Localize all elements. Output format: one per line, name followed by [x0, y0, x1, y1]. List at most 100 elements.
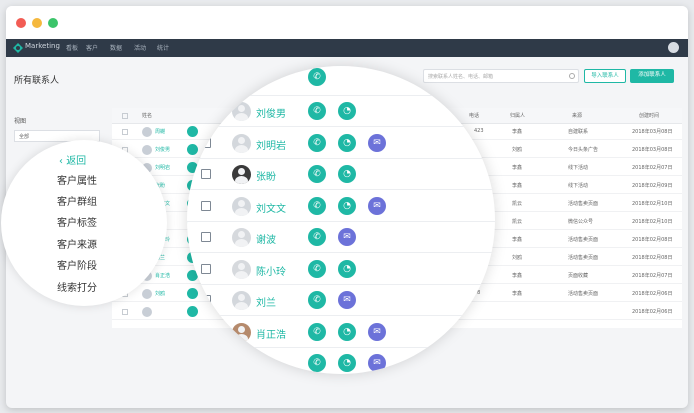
contact-name[interactable]: 刘俊男: [256, 109, 286, 120]
mail-icon[interactable]: ✉: [338, 291, 356, 309]
wechat-icon[interactable]: ◔: [338, 259, 356, 278]
mail-icon[interactable]: ✉: [338, 228, 356, 246]
row-checkbox[interactable]: [201, 263, 211, 274]
close-window-button[interactable]: [16, 18, 26, 28]
phone-icon[interactable]: [187, 270, 198, 281]
contact-name[interactable]: 刘鸥: [155, 291, 166, 297]
contact-row[interactable]: 刘兰 ✆ ✉: [187, 285, 495, 316]
wechat-icon[interactable]: ◔: [338, 102, 356, 120]
row-checkbox[interactable]: [201, 106, 211, 116]
phone-icon[interactable]: ✆: [308, 68, 326, 86]
phone-icon[interactable]: ✆: [308, 354, 326, 372]
contact-name[interactable]: 张盼: [155, 183, 166, 189]
menu-item-sources[interactable]: 客户来源: [57, 240, 97, 251]
row-checkbox[interactable]: [201, 169, 211, 179]
contact-name[interactable]: 刘明岩: [256, 140, 286, 152]
phone-icon[interactable]: [187, 288, 198, 299]
header-phone[interactable]: 电话: [469, 113, 480, 119]
wechat-icon[interactable]: ◔: [338, 322, 356, 341]
nav-item-stats[interactable]: 统计: [157, 45, 170, 52]
nav-item-customers[interactable]: 客户: [86, 45, 99, 52]
contact-name[interactable]: 刘文文: [256, 203, 286, 215]
add-contact-button[interactable]: 添加联系人: [630, 69, 674, 83]
select-all-checkbox[interactable]: [122, 113, 128, 119]
wechat-icon[interactable]: ◔: [338, 196, 356, 215]
menu-item-stages[interactable]: 客户阶段: [57, 261, 97, 272]
row-checkbox[interactable]: [201, 200, 211, 211]
phone-icon[interactable]: ✆: [308, 322, 326, 341]
contact-name[interactable]: 陈小玲: [256, 266, 286, 278]
row-checkbox[interactable]: [201, 137, 211, 148]
app-switcher[interactable]: Marketing: [25, 42, 60, 50]
contact-row[interactable]: 谢波 ✆ ✉: [187, 222, 495, 253]
back-link[interactable]: ‹ 返回: [59, 156, 87, 167]
maximize-window-button[interactable]: [48, 18, 58, 28]
phone-icon[interactable]: [187, 162, 198, 173]
menu-item-lead-scoring[interactable]: 线索打分: [57, 283, 97, 294]
mail-icon[interactable]: ✉: [368, 196, 386, 215]
contact-name[interactable]: 刘俊男: [155, 147, 171, 153]
phone-icon[interactable]: [187, 126, 198, 137]
import-contacts-button[interactable]: 导入联系人: [584, 69, 626, 83]
contact-row[interactable]: 刘文文 ✆ ◔ ✉: [187, 191, 495, 222]
contact-row[interactable]: 刘俊男 ✆ ◔: [187, 96, 495, 127]
phone-icon[interactable]: ✆: [308, 133, 326, 152]
contact-row[interactable]: 肖正浩 ✆ ◔ ✉: [187, 317, 495, 348]
contact-name[interactable]: 刘兰: [256, 298, 276, 309]
mail-icon[interactable]: ✉: [368, 354, 386, 372]
phone-icon[interactable]: ✆: [308, 291, 326, 309]
avatar: [232, 291, 251, 310]
contact-name[interactable]: 肖正浩: [155, 273, 171, 279]
avatar-body: [235, 302, 248, 310]
phone-icon[interactable]: [187, 144, 198, 155]
mail-icon[interactable]: ✉: [368, 322, 386, 341]
cell-time: 2018年02月09日: [632, 183, 673, 189]
header-owner[interactable]: 归属人: [510, 113, 526, 119]
cell-time: 2018年02月08日: [632, 237, 673, 243]
contact-name[interactable]: 张盼: [256, 172, 276, 183]
row-checkbox[interactable]: [201, 295, 211, 305]
page-title: 所有联系人: [14, 76, 60, 86]
phone-icon[interactable]: ✆: [308, 259, 326, 278]
minimize-window-button[interactable]: [32, 18, 42, 28]
menu-item-tags[interactable]: 客户标签: [57, 218, 97, 229]
header-name[interactable]: 姓名: [142, 113, 153, 119]
menu-item-groups[interactable]: 客户群组: [57, 197, 97, 208]
contact-name[interactable]: 谢波: [256, 235, 276, 246]
contact-name[interactable]: 肖正浩: [256, 329, 286, 341]
contact-row[interactable]: 刘明岩 ✆ ◔ ✉: [187, 128, 495, 159]
contact-name[interactable]: 刘明岩: [155, 165, 171, 171]
phone-icon[interactable]: ✆: [308, 228, 326, 246]
cell-time: 2018年02月08日: [632, 255, 673, 261]
header-created[interactable]: 创建时间: [639, 113, 660, 119]
view-select[interactable]: 全部: [14, 130, 100, 142]
mail-icon[interactable]: ✉: [368, 133, 386, 152]
menu-item-attributes[interactable]: 客户属性: [57, 176, 97, 187]
row-checkbox[interactable]: [201, 232, 211, 242]
row-checkbox[interactable]: [122, 309, 128, 315]
row-checkbox[interactable]: [201, 326, 211, 337]
nav-item-data[interactable]: 数据: [110, 45, 123, 52]
wechat-icon[interactable]: ◔: [338, 354, 356, 372]
contact-row[interactable]: 陈小玲 ✆ ◔: [187, 254, 495, 285]
header-source[interactable]: 来源: [572, 113, 583, 119]
phone-icon[interactable]: [187, 306, 198, 317]
wechat-icon[interactable]: ◔: [338, 165, 356, 183]
search-input[interactable]: 搜索联系人姓名、电话、邮箱: [423, 69, 579, 83]
contact-name[interactable]: 周樾: [155, 129, 166, 135]
settings-menu-magnifier: ‹ 返回 客户属性 客户群组 客户标签 客户来源 客户阶段 线索打分: [1, 140, 167, 306]
search-icon[interactable]: [569, 73, 575, 79]
contact-row[interactable]: 张盼 ✆ ◔: [187, 159, 495, 190]
phone-icon[interactable]: ✆: [308, 102, 326, 120]
nav-item-campaigns[interactable]: 活动: [134, 45, 147, 52]
user-avatar[interactable]: [668, 42, 679, 53]
wechat-icon[interactable]: ◔: [338, 133, 356, 152]
contact-name[interactable]: 刘兰: [155, 255, 166, 261]
phone-icon[interactable]: ✆: [308, 165, 326, 183]
contact-row[interactable]: ✆ ◔ ✉: [187, 348, 495, 374]
phone-icon[interactable]: ✆: [308, 196, 326, 215]
nav-item-dashboard[interactable]: 看板: [66, 45, 79, 52]
avatar-head: [238, 168, 245, 175]
row-checkbox[interactable]: [201, 358, 211, 368]
row-checkbox[interactable]: [122, 129, 128, 135]
